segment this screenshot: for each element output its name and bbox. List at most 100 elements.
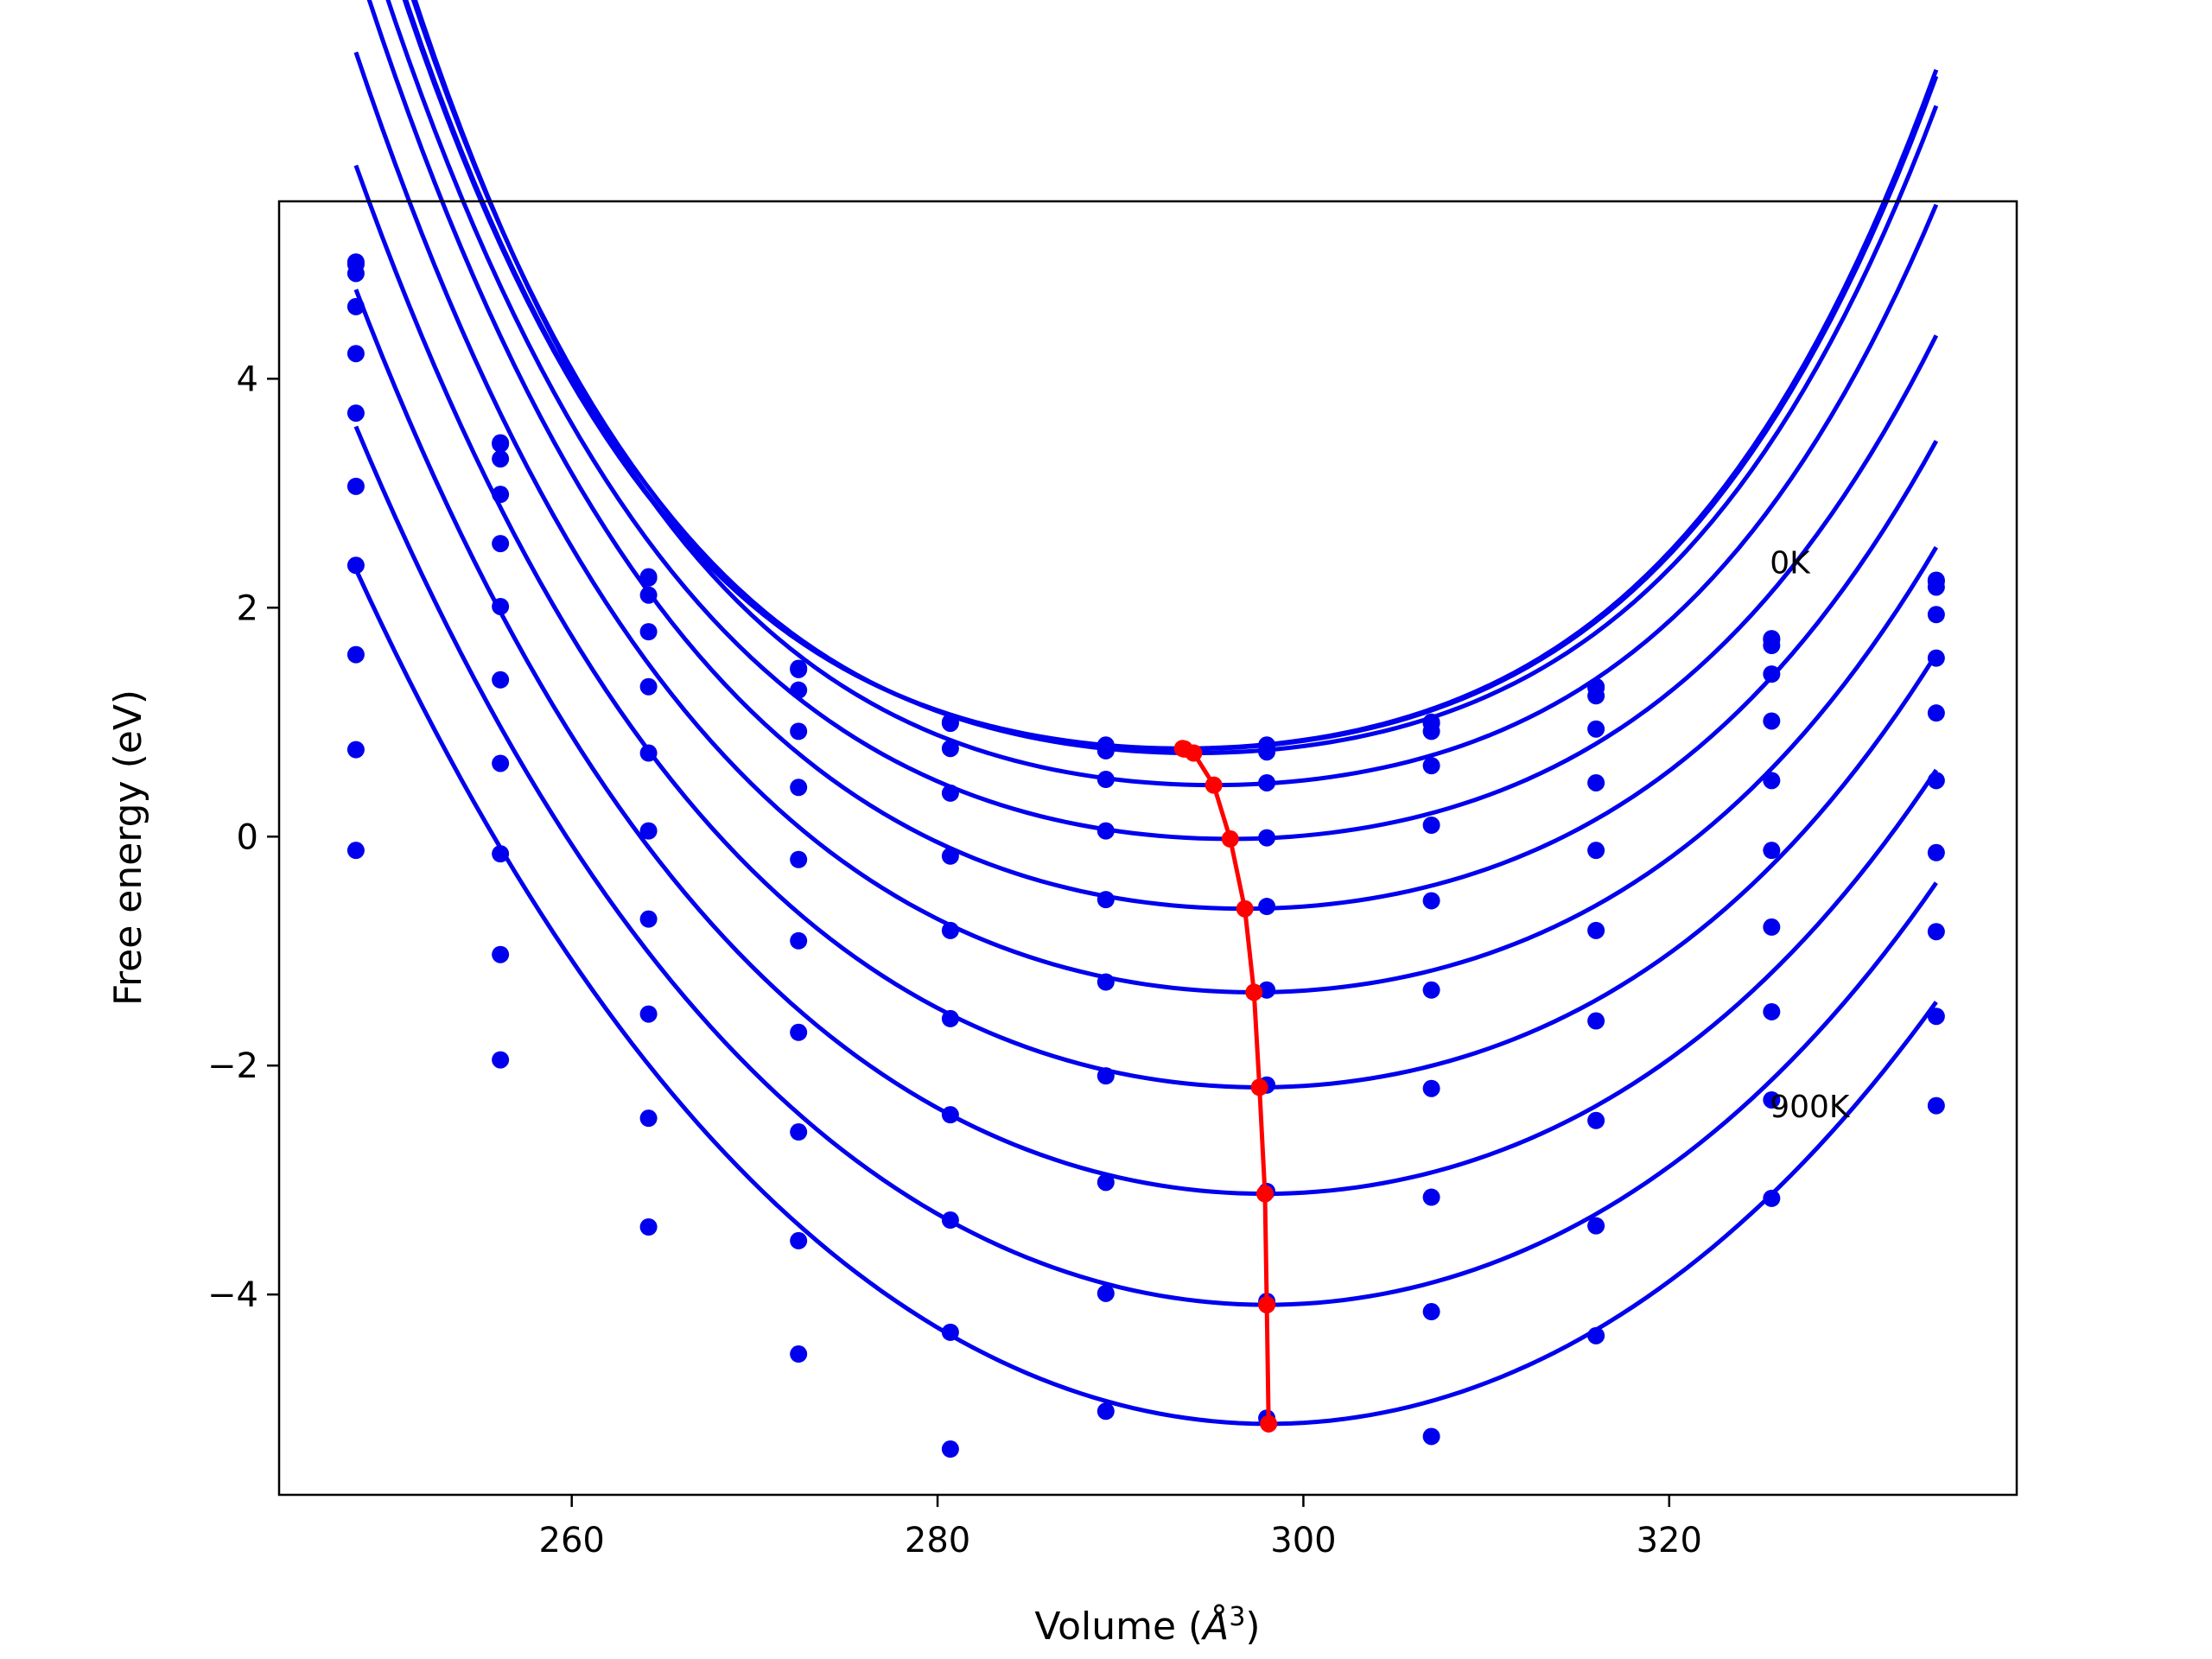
data-point <box>1096 1067 1115 1085</box>
data-point <box>1927 1007 1945 1026</box>
data-point <box>1763 1002 1781 1020</box>
data-point <box>492 1051 510 1069</box>
data-point <box>492 671 510 689</box>
data-point <box>790 681 808 699</box>
data-point <box>1587 773 1605 791</box>
minimum-point <box>1245 983 1263 1001</box>
data-point <box>639 1109 658 1128</box>
data-point <box>941 784 959 802</box>
y-tick-label: 4 <box>237 359 258 399</box>
data-point <box>1763 842 1781 860</box>
fit-curve-10 <box>353 568 1938 1427</box>
data-point <box>1587 842 1605 860</box>
data-point <box>639 677 658 696</box>
x-axis-label-text: Volume ( <box>1034 1605 1203 1649</box>
minimum-point <box>1258 1296 1276 1314</box>
data-point <box>790 850 808 868</box>
y-axis-label: Free energy (eV) <box>106 690 150 1006</box>
fit-curves <box>353 0 1939 1427</box>
y-tick-label: 0 <box>237 817 258 857</box>
data-point <box>1422 1079 1440 1097</box>
data-point <box>1258 898 1276 916</box>
minima-line <box>1173 740 1278 1433</box>
data-point <box>1096 771 1115 789</box>
data-point <box>1096 973 1115 991</box>
minimum-point <box>1250 1078 1268 1096</box>
x-axis-label-exponent: 3 <box>1229 1602 1245 1632</box>
data-point <box>346 264 365 283</box>
data-point <box>941 740 959 758</box>
data-point <box>1927 704 1945 722</box>
data-point <box>639 910 658 928</box>
fit-curve-7 <box>353 164 1938 1090</box>
data-point <box>941 1009 959 1027</box>
data-point <box>1927 1096 1945 1115</box>
data-point <box>1587 1012 1605 1030</box>
data-point <box>1927 843 1945 861</box>
data-point <box>1258 743 1276 761</box>
data-point <box>941 715 959 733</box>
data-point <box>1258 981 1276 999</box>
data-point <box>1587 1326 1605 1344</box>
y-tick-label: −2 <box>207 1046 258 1086</box>
fit-curve-4 <box>385 0 1939 842</box>
data-point <box>1258 829 1276 847</box>
fit-curve-9 <box>353 425 1938 1307</box>
data-point <box>346 404 365 423</box>
data-point <box>790 1023 808 1041</box>
data-point <box>790 722 808 741</box>
data-point <box>639 1005 658 1023</box>
data-point <box>1096 1284 1115 1302</box>
data-point <box>492 845 510 863</box>
data-point <box>1096 1173 1115 1192</box>
data-point <box>1096 1402 1115 1421</box>
data-point <box>1096 741 1115 760</box>
x-axis-label-unit: Å <box>1200 1603 1229 1649</box>
data-point <box>1763 637 1781 655</box>
data-point <box>492 486 510 504</box>
fit-curve-2 <box>410 0 1939 756</box>
data-point <box>1587 1217 1605 1235</box>
data-point <box>1763 1090 1781 1109</box>
data-point <box>1422 722 1440 741</box>
data-point <box>492 535 510 553</box>
data-point <box>492 597 510 615</box>
minimum-point <box>1255 1185 1274 1203</box>
data-point <box>941 921 959 939</box>
data-point <box>1763 918 1781 936</box>
data-point <box>1422 1427 1440 1446</box>
fit-curve-6 <box>353 51 1939 995</box>
minimum-point <box>1185 744 1203 762</box>
minimum-point <box>1205 776 1223 794</box>
data-point <box>1422 817 1440 834</box>
data-point <box>790 779 808 797</box>
data-point <box>346 842 365 860</box>
data-point <box>346 556 365 575</box>
data-point <box>1763 1189 1781 1207</box>
fit-curve-5 <box>366 0 1939 912</box>
data-point <box>639 1218 658 1236</box>
data-point <box>346 645 365 664</box>
data-point <box>941 1323 959 1341</box>
fit-curve-3 <box>412 0 1939 788</box>
y-tick-label: 2 <box>237 588 258 628</box>
data-point <box>790 931 808 950</box>
annotation-label: 900K <box>1770 1090 1851 1125</box>
data-point <box>639 744 658 762</box>
data-point <box>1422 892 1440 910</box>
x-tick-label: 260 <box>539 1521 605 1560</box>
x-axis: 260 280 300 320 <box>539 1495 1702 1560</box>
data-point <box>941 1106 959 1124</box>
plot-area <box>279 201 2017 1495</box>
data-point <box>941 847 959 865</box>
x-tick-label: 320 <box>1637 1521 1702 1560</box>
data-point <box>1763 712 1781 730</box>
data-point <box>1258 773 1276 791</box>
data-point <box>790 1231 808 1249</box>
data-point <box>346 741 365 759</box>
annotations: 0K 900K <box>1770 546 1851 1125</box>
data-point <box>1587 921 1605 939</box>
data-point <box>941 1440 959 1459</box>
data-point <box>492 945 510 963</box>
data-point <box>639 586 658 604</box>
